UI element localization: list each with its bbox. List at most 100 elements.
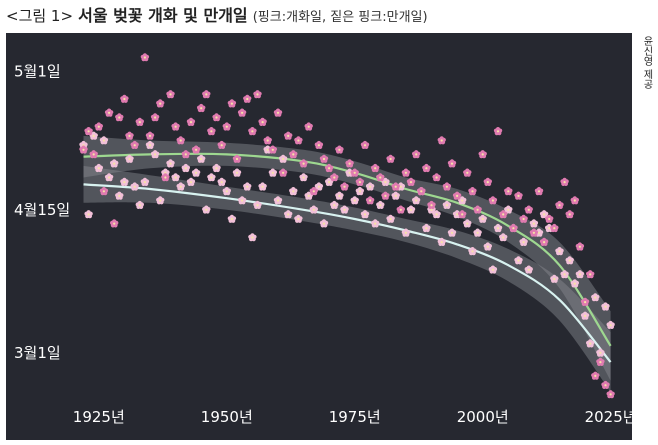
bloom-point	[171, 173, 180, 182]
full-bloom-point	[130, 140, 139, 149]
full-bloom-point	[166, 90, 175, 99]
bloom-point	[232, 168, 242, 177]
full-bloom-point	[524, 205, 533, 214]
bloom-point	[514, 256, 523, 265]
bloom-point	[601, 302, 610, 311]
title-subtitle: (핑크:개화일, 짙은 핑크:만개일)	[252, 10, 428, 25]
bloom-point	[550, 274, 559, 283]
full-bloom-point	[212, 113, 221, 122]
plot-background	[6, 33, 632, 440]
full-bloom-point	[365, 196, 375, 205]
full-bloom-point	[591, 371, 600, 380]
full-bloom-point	[355, 177, 364, 186]
confidence-band-full-bloom	[83, 135, 611, 381]
full-bloom-point	[458, 210, 467, 219]
bloom-point	[371, 219, 380, 228]
full-bloom-point	[335, 145, 344, 154]
full-bloom-point	[422, 163, 431, 173]
full-bloom-point	[268, 145, 277, 154]
full-bloom-point	[273, 108, 283, 117]
bloom-point	[565, 256, 574, 265]
full-bloom-point	[161, 173, 170, 182]
full-bloom-point	[606, 390, 615, 399]
full-bloom-point	[202, 90, 211, 99]
full-bloom-point	[601, 380, 610, 389]
chart-title: <그림 1> 서울 벚꽃 개화 및 만개일 (핑크:개화일, 짙은 핑크:만개일…	[6, 2, 428, 28]
full-bloom-point	[452, 191, 462, 200]
full-bloom-point	[580, 297, 590, 306]
bloom-point	[570, 279, 580, 288]
bloom-point	[458, 196, 467, 205]
full-bloom-point	[253, 90, 262, 99]
full-bloom-point	[427, 200, 436, 209]
full-bloom-point	[207, 127, 216, 136]
bloom-point	[355, 187, 364, 196]
bloom-point	[115, 191, 124, 200]
bloom-point	[555, 247, 564, 256]
bloom-point	[335, 191, 344, 200]
full-bloom-point	[447, 159, 457, 168]
bloom-point	[432, 210, 441, 219]
bloom-point	[212, 163, 221, 173]
bloom-point	[606, 320, 615, 329]
bloom-point	[181, 163, 190, 173]
full-bloom-point	[197, 103, 206, 113]
full-bloom-point	[232, 154, 242, 163]
bloom-point	[166, 159, 175, 168]
bloom-point	[304, 191, 313, 200]
bloom-point	[140, 177, 150, 186]
bloom-point	[268, 168, 277, 177]
full-bloom-point	[473, 205, 482, 214]
figure-number: <그림 1>	[6, 7, 74, 25]
scatter-chart: 1925년 1950년 1975년 2000년 2025년 3월1일 4월15일 5월1일	[6, 33, 637, 440]
axis-labels: 1925년 1950년 1975년 2000년 2025년 3월1일 4월15일 5월1일	[14, 62, 637, 426]
full-bloom-point	[565, 210, 574, 219]
y-tick-label: 5월1일	[14, 62, 61, 80]
bloom-point	[406, 205, 416, 214]
full-bloom-point	[401, 168, 411, 177]
full-bloom-point	[381, 191, 390, 200]
bloom-point	[299, 173, 308, 182]
bloom-point	[94, 163, 103, 173]
full-bloom-point	[110, 219, 119, 228]
full-bloom-point	[258, 117, 267, 126]
full-bloom-point	[550, 223, 559, 233]
full-bloom-point	[243, 94, 252, 103]
bloom-point	[345, 168, 354, 177]
x-tick-label: 1925년	[73, 408, 125, 426]
y-tick-label: 4월15일	[14, 201, 70, 219]
full-bloom-point	[417, 187, 426, 196]
full-bloom-point	[227, 99, 237, 108]
bloom-point	[463, 219, 472, 228]
bloom-point	[309, 205, 318, 214]
bloom-point	[237, 196, 247, 205]
full-bloom-point	[294, 136, 303, 145]
full-bloom-point	[135, 117, 144, 126]
bloom-point	[248, 233, 257, 242]
bloom-point	[483, 242, 492, 251]
bloom-point	[447, 228, 457, 237]
bloom-point	[478, 214, 487, 223]
full-bloom-point	[309, 187, 318, 196]
full-bloom-point	[463, 168, 472, 177]
full-bloom-point	[222, 122, 231, 131]
full-bloom-point	[376, 173, 385, 182]
bloom-point	[284, 210, 293, 219]
bloom-point	[273, 196, 283, 205]
x-tick-label: 1975년	[329, 408, 381, 426]
bloom-point	[191, 168, 201, 177]
bloom-point	[207, 173, 216, 182]
full-bloom-point	[299, 159, 308, 168]
full-bloom-point	[340, 182, 349, 191]
full-bloom-point	[570, 196, 580, 205]
full-bloom-point	[596, 357, 605, 366]
full-bloom-point	[360, 140, 370, 149]
full-bloom-point	[115, 113, 124, 122]
full-bloom-point	[396, 205, 405, 214]
bloom-point	[130, 182, 139, 191]
bloom-point	[258, 182, 267, 191]
bloom-point	[488, 265, 498, 274]
full-bloom-point	[125, 131, 134, 140]
bloom-point	[319, 219, 329, 228]
full-bloom-point	[442, 182, 452, 191]
